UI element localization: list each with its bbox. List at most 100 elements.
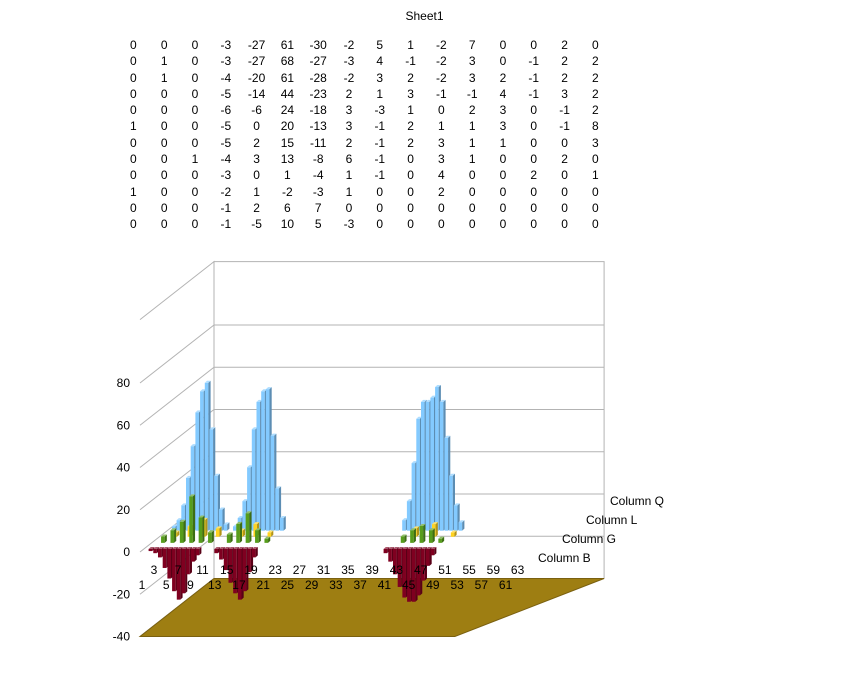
bar xyxy=(223,522,230,531)
bar-front xyxy=(226,534,231,543)
table-cell: 1 xyxy=(468,152,476,167)
table-cell: -1 xyxy=(220,200,232,215)
bar xyxy=(251,546,258,558)
bar-front xyxy=(157,548,162,558)
bar-top xyxy=(392,546,399,549)
table-cell: -1 xyxy=(466,86,478,101)
table-cell: -27 xyxy=(247,54,266,69)
table-cell: 3 xyxy=(253,152,260,167)
table-cell: 0 xyxy=(592,38,599,52)
table-cell: 7 xyxy=(314,200,322,215)
bar-top xyxy=(383,546,390,549)
bar-top xyxy=(223,522,230,525)
table-cell: 1 xyxy=(284,168,291,183)
bar-front xyxy=(444,437,449,531)
table-cell: 0 xyxy=(468,184,476,199)
bar-front xyxy=(242,548,247,592)
table-cell: -1 xyxy=(374,168,386,183)
table-cell: 2 xyxy=(345,86,353,101)
bar-front xyxy=(425,548,430,566)
bar-top xyxy=(402,518,408,521)
bar-top xyxy=(167,546,174,549)
table-cell: 2 xyxy=(592,103,599,118)
bar-side xyxy=(192,494,196,543)
bar-side xyxy=(454,530,457,537)
table-cell: 20 xyxy=(280,119,295,134)
table-cell: -20 xyxy=(247,70,266,85)
table-cell: -5 xyxy=(220,119,232,134)
bar-front xyxy=(185,477,190,531)
table-cell: -1 xyxy=(436,86,447,101)
x-tick-label: 9 xyxy=(187,578,194,592)
series-column-q xyxy=(171,380,465,531)
table-row: 0 0 0 -3 -27 61 -30 -2 5 1 -2 7 0 0 2 0 xyxy=(118,37,611,53)
bar xyxy=(170,528,177,543)
x-tick-label: 7 xyxy=(175,563,182,577)
table-cell: -3 xyxy=(220,38,232,52)
x-tick-label: 3 xyxy=(151,563,158,577)
bar-front xyxy=(208,532,212,543)
bar-top xyxy=(153,546,160,549)
bar-front xyxy=(190,548,195,562)
table-cell: 0 xyxy=(191,168,199,183)
bar xyxy=(215,526,222,537)
bar-front xyxy=(411,548,416,602)
bar-front xyxy=(162,548,167,568)
bar xyxy=(179,519,186,543)
bar-front xyxy=(450,532,455,537)
bar-top xyxy=(406,499,413,502)
y-tick-label: -20 xyxy=(113,587,131,601)
bar-front xyxy=(181,548,186,594)
table-cell: -27 xyxy=(309,54,327,69)
bar-side xyxy=(177,530,180,537)
bar xyxy=(450,530,457,537)
table-cell: 0 xyxy=(191,184,199,199)
table-cell: -23 xyxy=(309,86,327,101)
bar-front xyxy=(425,401,430,531)
x-tick-label: 37 xyxy=(353,578,367,592)
bar-top xyxy=(458,520,465,523)
x-tick-label: 21 xyxy=(257,578,271,592)
series-column-g xyxy=(161,494,445,543)
floor-plane xyxy=(138,578,605,637)
bar xyxy=(267,530,274,537)
table-cell: 1 xyxy=(160,54,168,69)
bar-front xyxy=(430,548,435,556)
bar-top xyxy=(416,546,423,549)
table-cell: 0 xyxy=(499,54,507,69)
x-tick-label: 61 xyxy=(499,578,513,592)
table-cell: 61 xyxy=(280,38,295,52)
table-cell: -28 xyxy=(309,70,327,85)
chart-bars xyxy=(148,380,465,602)
gridline xyxy=(139,366,605,426)
bar-front xyxy=(420,401,425,531)
bar-top xyxy=(253,522,260,525)
bar-top xyxy=(179,519,186,522)
table-cell: 0 xyxy=(376,184,384,199)
table-cell: 0 xyxy=(530,103,538,118)
table-cell: 0 xyxy=(468,168,476,183)
table-cell: 0 xyxy=(438,200,445,215)
bar-front xyxy=(233,548,237,594)
table-cell: 0 xyxy=(407,217,414,232)
bar-front xyxy=(275,488,279,531)
bar-side xyxy=(219,526,222,537)
table-cell: 0 xyxy=(530,184,538,199)
bar-front xyxy=(255,530,259,543)
table-cell: -4 xyxy=(312,168,324,183)
bar-front xyxy=(428,530,433,543)
table-cell: 3 xyxy=(592,135,599,150)
bar-top xyxy=(148,546,155,549)
bar-front xyxy=(402,520,406,531)
table-cell: 3 xyxy=(438,135,445,150)
gridline xyxy=(139,324,605,384)
bar-front xyxy=(242,501,246,531)
bar-front xyxy=(170,530,175,543)
table-cell: 0 xyxy=(499,152,507,167)
bar-top xyxy=(450,530,457,533)
bar-front xyxy=(176,548,181,600)
table-cell: 2 xyxy=(561,70,568,85)
bar-front xyxy=(407,548,411,602)
bar-top xyxy=(223,546,230,549)
